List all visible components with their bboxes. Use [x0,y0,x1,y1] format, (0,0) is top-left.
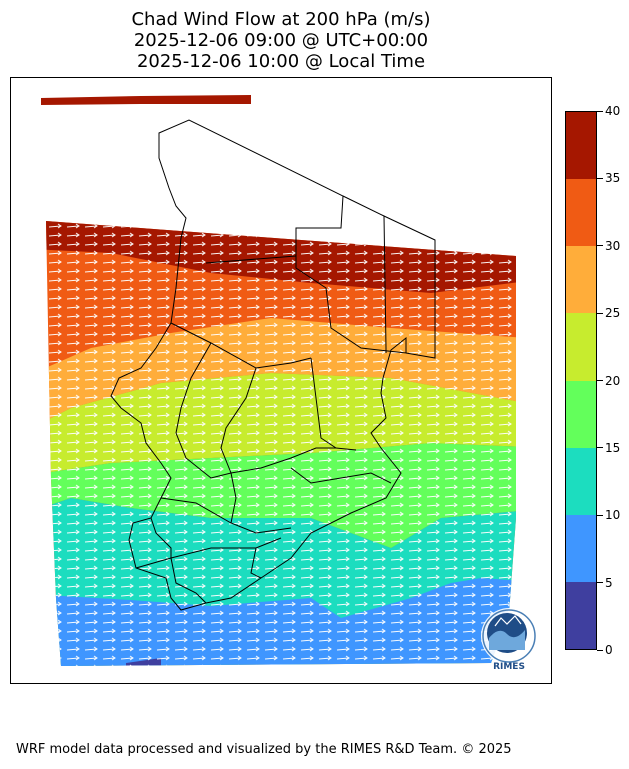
colorbar-tick-label: 40 [605,104,621,118]
colorbar-segment [566,447,596,515]
admin-line-9 [135,537,282,569]
colorbar-tick [597,177,603,179]
colorbar-tick-label: 35 [605,171,621,186]
colorbar-tick-label: 30 [605,238,621,253]
north-inner-border [205,255,297,264]
rimes-logo: RIMES [481,608,537,672]
east-border [383,215,436,359]
colorbar-segment [566,581,596,649]
colorbar-segment [566,313,596,381]
colorbar-tick [597,245,603,247]
title-line-3: 2025-12-06 10:00 @ Local Time [136,51,426,72]
colorbar-tick [597,447,603,449]
admin-line-2 [175,342,212,434]
colorbar-segment [566,179,596,247]
colorbar-tick-label: 25 [605,306,621,321]
admin-line-10 [170,557,207,604]
wind-arrows [46,221,516,666]
admin-line-11 [250,547,262,579]
wind-speed-field [46,221,516,666]
admin-line-3 [220,367,257,474]
map-panel: RIMES [10,77,552,684]
colorbar-tick-label: 20 [605,373,621,388]
northeast-border [342,195,387,353]
title-line-1: Chad Wind Flow at 200 hPa (m/s) [131,9,431,30]
colorbar-tick-label: 0 [605,643,613,657]
map-title: Chad Wind Flow at 200 hPa (m/s) 2025-12-… [0,9,562,72]
colorbar-segment [566,246,596,314]
colorbar-tick [597,582,603,584]
admin-line-4 [310,357,337,449]
colorbar-tick [597,312,603,314]
colorbar-tick [597,110,603,112]
wind-map: RIMES [41,95,537,672]
admin-line-8 [160,497,232,524]
admin-line-13 [150,517,172,558]
colorbar [565,111,597,650]
boundaries [110,119,436,611]
chad-outline [110,119,407,611]
colorbar-segment [566,514,596,582]
admin-line-6 [175,432,232,479]
colorbar-tick-label: 10 [605,508,621,523]
title-line-2: 2025-12-06 09:00 @ UTC+00:00 [133,30,429,51]
colorbar-segment [566,380,596,448]
footer-credit: WRF model data processed and visualized … [16,742,512,757]
colorbar-tick [597,649,603,651]
admin-line-5 [230,447,357,474]
colorbar-tick-label: 15 [605,440,621,455]
logo-label: RIMES [493,662,525,672]
colorbar-segment [566,112,596,180]
colorbar-tick [597,380,603,381]
colorbar-tick-label: 5 [605,575,613,590]
admin-line-12 [290,467,392,484]
top-strip-band [41,95,251,105]
colorbar-tick [597,514,603,516]
